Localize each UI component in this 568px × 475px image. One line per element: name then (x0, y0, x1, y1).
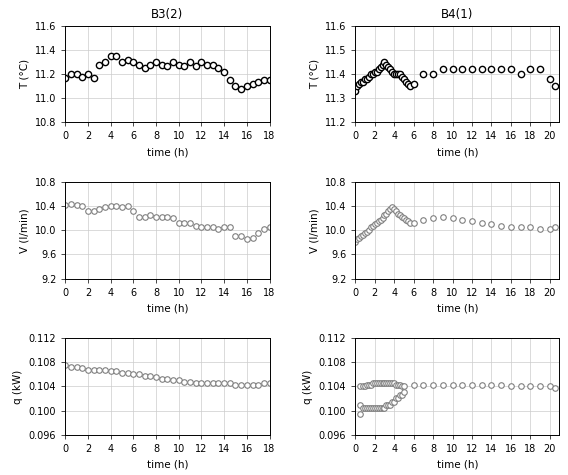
X-axis label: time (h): time (h) (147, 459, 188, 469)
Title: B4(1): B4(1) (441, 8, 474, 21)
Y-axis label: V (l/min): V (l/min) (19, 208, 30, 253)
X-axis label: time (h): time (h) (437, 303, 478, 313)
Y-axis label: T (°C): T (°C) (309, 59, 319, 89)
X-axis label: time (h): time (h) (147, 303, 188, 313)
X-axis label: time (h): time (h) (147, 147, 188, 157)
Y-axis label: V (l/min): V (l/min) (310, 208, 319, 253)
Y-axis label: q (kW): q (kW) (13, 370, 23, 404)
X-axis label: time (h): time (h) (437, 459, 478, 469)
Title: B3(2): B3(2) (151, 8, 183, 21)
Y-axis label: q (kW): q (kW) (303, 370, 313, 404)
Y-axis label: T (°C): T (°C) (19, 59, 29, 89)
X-axis label: time (h): time (h) (437, 147, 478, 157)
